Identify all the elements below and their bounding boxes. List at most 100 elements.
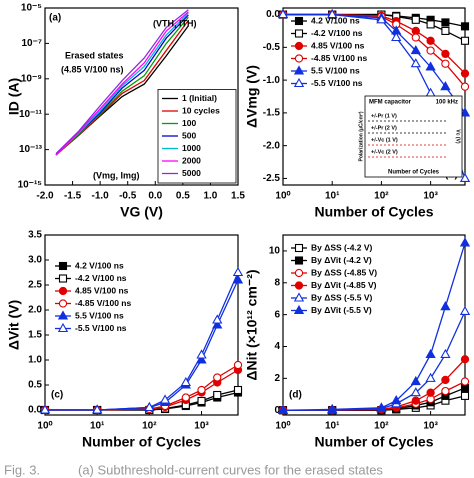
marker [460, 22, 470, 31]
marker [293, 304, 305, 315]
marker [58, 286, 68, 296]
y-tick-label: 3.0 [28, 255, 42, 266]
y-tick-label: 1.5 [28, 330, 42, 341]
marker [294, 54, 304, 63]
y-tick-label: 6 [274, 309, 280, 320]
marker [460, 391, 470, 400]
marker [410, 375, 421, 386]
marker [294, 256, 304, 265]
x-tick-label: 10⁰ [275, 421, 290, 432]
x-tick-label: 1.0 [203, 191, 217, 202]
marker [213, 390, 222, 400]
marker [460, 36, 470, 45]
legend-label: -4.85 V/100 ns [75, 298, 132, 308]
legend-label: -5.5 V/100 ns [311, 78, 363, 88]
marker [426, 46, 435, 55]
y-tick-label: -1.0 [263, 75, 281, 86]
panel-label: (c) [51, 390, 63, 401]
series-line [45, 279, 239, 411]
marker [459, 107, 471, 117]
series-line [55, 9, 189, 154]
marker [460, 69, 470, 78]
y-tick-label: 2.5 [28, 280, 42, 291]
y-tick-label: 2 [274, 373, 280, 384]
marker [58, 299, 68, 308]
inset-x-label: Number of Cycles [388, 170, 440, 176]
y-tick-label: 2.0 [28, 305, 42, 316]
x-tick-label: 0.0 [148, 191, 162, 202]
marker [425, 348, 436, 359]
marker [425, 372, 436, 382]
marker [411, 15, 420, 24]
marker [441, 26, 450, 35]
x-tick-label: -2.0 [36, 191, 54, 202]
marker [180, 376, 191, 387]
legend-label: 500 [182, 130, 196, 140]
x-tick-label: 10³ [423, 421, 438, 432]
y-tick-label: 4 [274, 341, 280, 352]
marker [410, 58, 421, 68]
marker [460, 355, 470, 364]
legend-label: 4.85 V/100 ns [311, 40, 365, 50]
marker [327, 403, 338, 413]
marker [294, 41, 304, 51]
marker [196, 349, 207, 359]
legend-label: By ΔSS (-4.2 V) [311, 242, 373, 252]
marker [294, 281, 304, 290]
legend-label: -5.5 V/100 ns [75, 323, 127, 333]
x-tick-label: 10¹ [325, 191, 340, 202]
marker [294, 243, 304, 253]
series-line [45, 369, 239, 411]
series-line [283, 387, 466, 411]
inset-y-label: Polarization (μC/cm²) [358, 111, 364, 161]
y-tick-label: 10⁻⁷ [21, 38, 42, 49]
marker [277, 404, 289, 414]
legend-label: By ΔSS (-5.5 V) [311, 292, 373, 302]
x-axis-label: VG (V) [120, 204, 163, 220]
plot-frame [44, 7, 239, 186]
marker [426, 20, 435, 29]
marker [440, 348, 451, 359]
x-tick-label: 10² [142, 421, 157, 432]
legend-label: 5000 [182, 168, 201, 178]
legend-label: 5.5 V/100 ns [75, 310, 124, 320]
marker [57, 322, 69, 333]
y-tick-label: 3.5 [28, 230, 42, 241]
marker [197, 385, 206, 395]
panel-label: (d) [289, 390, 302, 401]
x-tick-label: -1.0 [92, 191, 110, 202]
marker [294, 268, 304, 278]
y-tick-label: 0 [274, 405, 280, 416]
marker [197, 396, 206, 406]
x-tick-label: -0.5 [119, 191, 137, 202]
marker [441, 386, 450, 396]
x-tick-label: 10² [374, 421, 389, 432]
inset-title: MFM capacitor [369, 100, 412, 106]
marker [441, 18, 450, 27]
x-axis-label: Number of Cycles [314, 434, 433, 450]
y-tick-label: 0.0 [266, 9, 280, 20]
annotation: Erased states [65, 50, 124, 60]
marker [441, 59, 450, 68]
y-tick-label: -0.5 [263, 42, 281, 53]
marker [460, 82, 470, 91]
marker [293, 77, 305, 88]
series-line [282, 242, 466, 411]
marker [213, 373, 222, 382]
y-axis-label: ID (A) [6, 78, 22, 115]
plot-frame [282, 7, 466, 186]
y-tick-label: 8 [274, 277, 280, 288]
caption-label: Fig. 3. [4, 462, 40, 477]
y-axis-label: ΔNit (×10¹² cm⁻²) [244, 269, 260, 380]
marker [460, 377, 470, 386]
legend-label: By ΔVit (-4.85 V) [311, 280, 377, 290]
series-line [55, 19, 189, 156]
inset-legend-label: +/-Vc (1 V) [371, 137, 398, 143]
x-tick-label: 0.5 [176, 191, 190, 202]
y-axis-label: ΔVit (V) [6, 300, 22, 350]
marker [181, 393, 190, 402]
marker [92, 404, 103, 414]
legend-label: 100 [182, 118, 196, 128]
